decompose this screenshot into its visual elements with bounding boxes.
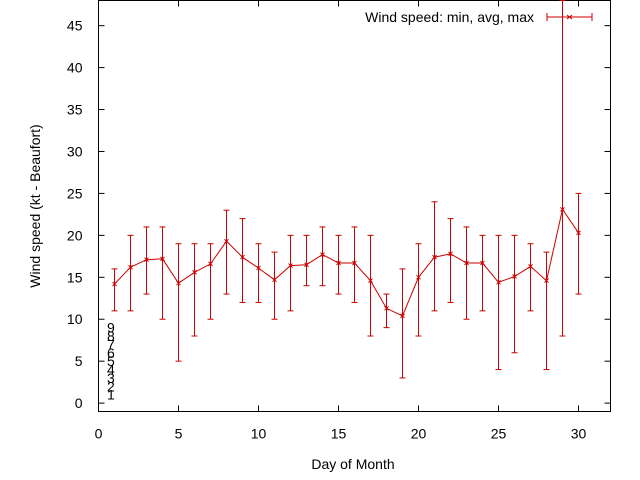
error-bar	[319, 226, 326, 287]
y-tick-label: 0	[75, 395, 83, 411]
y-tick-label: 40	[67, 60, 83, 76]
error-bar	[543, 251, 550, 371]
error-bar	[431, 201, 438, 312]
y-tick-label: 45	[67, 18, 83, 34]
beaufort-label: 6	[107, 345, 115, 361]
error-bar	[495, 234, 502, 371]
data-point	[160, 256, 165, 262]
error-bar	[271, 251, 278, 320]
y-tick-label: 10	[67, 311, 83, 327]
error-bar	[175, 243, 182, 362]
legend-label: Wind speed: min, avg, max	[365, 9, 534, 25]
series-points	[112, 207, 581, 319]
error-bar	[303, 234, 310, 287]
x-tick-label: 15	[331, 426, 347, 442]
data-point	[208, 261, 213, 267]
data-point	[432, 254, 437, 260]
data-point	[464, 260, 469, 266]
y-tick-label: 15	[67, 269, 83, 285]
data-point	[144, 257, 149, 263]
error-bar	[191, 243, 198, 337]
data-point	[176, 280, 181, 286]
x-tick-label: 5	[175, 426, 183, 442]
data-point	[192, 269, 197, 275]
beaufort-label: 1	[107, 387, 115, 403]
data-point	[384, 305, 389, 311]
data-point	[480, 260, 485, 266]
data-point	[112, 281, 117, 287]
y-tick-label: 25	[67, 185, 83, 201]
error-bar	[111, 268, 118, 312]
y-tick-label: 20	[67, 227, 83, 243]
data-point	[288, 263, 293, 268]
data-point	[224, 238, 229, 244]
error-bar	[415, 243, 422, 337]
x-tick-label: 30	[571, 426, 587, 442]
data-point	[544, 278, 549, 284]
x-tick-label: 20	[411, 426, 427, 442]
beaufort-label: 4	[107, 362, 115, 378]
x-axis-ticks: 0 5 10 15 20 25 30	[95, 0, 587, 442]
error-bar	[143, 226, 150, 295]
data-point	[400, 313, 405, 319]
error-bar	[479, 234, 486, 312]
error-bar	[575, 192, 582, 295]
error-bar	[335, 234, 342, 295]
data-point	[352, 260, 357, 266]
error-bar	[207, 243, 214, 320]
error-bars	[111, 0, 582, 379]
data-point	[512, 274, 517, 279]
y-tick-label: 5	[75, 353, 83, 369]
data-point	[256, 265, 261, 271]
error-bar	[527, 243, 534, 312]
y-axis-label: Wind speed (kt - Beaufort)	[27, 124, 43, 287]
legend-swatch	[546, 13, 593, 21]
legend: Wind speed: min, avg, max	[365, 9, 593, 25]
series-line-avg	[114, 208, 579, 317]
y-tick-label: 35	[67, 102, 83, 118]
data-point	[272, 277, 277, 283]
error-bar	[511, 234, 518, 354]
data-point	[320, 252, 325, 258]
error-bar	[447, 218, 454, 303]
data-point	[576, 230, 581, 236]
beaufort-label: 3	[107, 370, 115, 386]
data-point	[368, 278, 373, 284]
data-point	[416, 274, 421, 280]
error-bar	[351, 226, 358, 303]
error-bar	[127, 234, 134, 312]
data-point	[336, 260, 341, 266]
beaufort-label: 9	[107, 320, 115, 336]
error-bar	[367, 234, 374, 337]
error-bar	[463, 226, 470, 320]
x-axis-label: Day of Month	[311, 456, 394, 472]
x-tick-label: 10	[251, 426, 267, 442]
beaufort-label: 8	[107, 328, 115, 344]
plot-frame	[98, 0, 611, 412]
y-tick-label: 30	[67, 143, 83, 159]
data-point	[128, 264, 133, 270]
x-tick-label: 0	[95, 426, 103, 442]
error-bar	[255, 243, 262, 303]
beaufort-label: 2	[107, 378, 115, 394]
error-bar	[559, 0, 566, 337]
error-bar	[239, 218, 246, 303]
data-point	[528, 264, 533, 269]
error-bar	[287, 234, 294, 312]
data-point	[240, 254, 245, 260]
error-bar	[383, 293, 390, 329]
beaufort-label: 5	[107, 353, 115, 369]
x-tick-label: 25	[491, 426, 507, 442]
data-point	[304, 262, 309, 268]
data-point	[448, 251, 453, 257]
error-bar	[223, 209, 230, 295]
data-point	[496, 279, 501, 285]
data-point	[560, 207, 565, 212]
error-bar	[159, 226, 166, 320]
beaufort-label: 7	[107, 336, 115, 352]
error-bar	[399, 268, 406, 379]
